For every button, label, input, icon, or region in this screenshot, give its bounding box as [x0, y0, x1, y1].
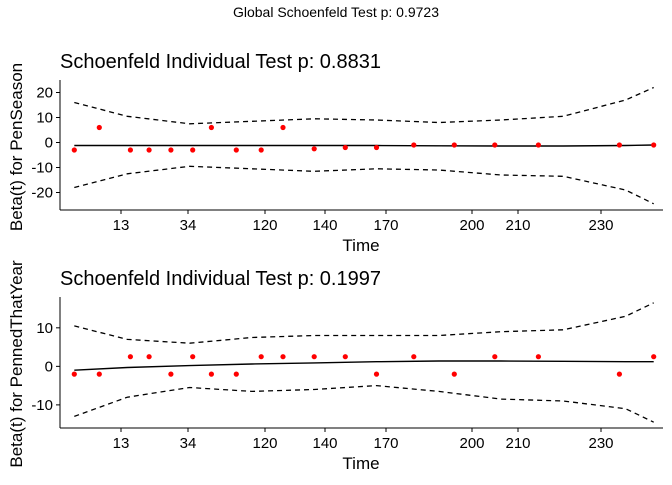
fit-line — [74, 360, 654, 371]
residual-point — [311, 354, 317, 360]
residual-point — [492, 354, 498, 360]
residual-point — [168, 147, 174, 153]
y-ticks: 20 10 0 -10 -20 — [31, 85, 60, 202]
residual-point — [451, 371, 457, 377]
x-ticks: 13 34 120 140 170 200 210 230 — [113, 428, 614, 452]
x-tick-label: 230 — [588, 217, 613, 234]
residual-point — [280, 354, 286, 360]
y-tick-label: -10 — [31, 160, 53, 177]
x-tick-label: 170 — [373, 435, 398, 452]
residual-point — [616, 371, 623, 377]
residual-point — [651, 142, 657, 148]
panel-title: Schoenfeld Individual Test p: 0.8831 — [60, 51, 381, 73]
global-title: Global Schoenfeld Test p: 0.9723 — [233, 4, 439, 20]
x-axis-title: Time — [342, 236, 379, 255]
band-lower-line — [74, 384, 654, 423]
confidence-bands — [74, 302, 654, 423]
residual-point — [71, 147, 77, 153]
x-tick-label: 13 — [113, 217, 130, 234]
residual-point — [373, 144, 380, 151]
x-tick-label: 210 — [505, 217, 530, 234]
fit-line-group — [74, 144, 654, 147]
band-upper-line — [74, 86, 654, 125]
residual-point — [258, 147, 264, 153]
residual-point — [127, 147, 133, 153]
y-axis-title: Beta(t) for PenSeason — [7, 63, 26, 231]
panel-pennedthatyear: Schoenfeld Individual Test p: 0.1997 Bet… — [7, 260, 663, 473]
residual-point — [373, 371, 380, 377]
x-tick-label: 13 — [113, 435, 130, 452]
fit-line-group — [74, 360, 654, 371]
residual-point — [342, 144, 348, 151]
residual-point — [535, 354, 542, 360]
residual-point — [208, 124, 214, 131]
y-ticks: 10 0 -10 — [31, 320, 60, 414]
x-tick-label: 120 — [252, 217, 277, 234]
residual-point — [96, 371, 102, 377]
residual-points — [71, 354, 657, 377]
residual-point — [190, 354, 196, 360]
fit-line — [74, 144, 654, 147]
x-tick-label: 170 — [373, 217, 398, 234]
band-lower-line — [74, 165, 654, 205]
y-tick-label: 20 — [36, 85, 53, 102]
y-tick-label: 10 — [36, 320, 53, 337]
y-tick-label: 10 — [36, 110, 53, 127]
y-tick-label: -20 — [31, 185, 53, 202]
residual-point — [280, 124, 286, 131]
x-axis-title: Time — [342, 454, 379, 473]
residual-point — [258, 354, 264, 360]
residual-point — [233, 147, 239, 153]
residual-point — [492, 142, 498, 148]
panel-title: Schoenfeld Individual Test p: 0.1997 — [60, 268, 381, 290]
x-tick-label: 140 — [312, 217, 337, 234]
confidence-bands — [74, 86, 654, 205]
residual-point — [127, 354, 133, 360]
y-tick-label: -10 — [31, 397, 53, 414]
y-tick-label: 0 — [45, 135, 53, 152]
residual-point — [208, 371, 214, 377]
residual-point — [411, 142, 417, 148]
band-upper-line — [74, 302, 654, 344]
residual-point — [342, 354, 348, 360]
x-tick-label: 210 — [505, 435, 530, 452]
x-tick-label: 120 — [252, 435, 277, 452]
y-tick-label: 0 — [45, 358, 53, 375]
residual-point — [451, 142, 457, 148]
x-tick-label: 200 — [459, 217, 484, 234]
x-tick-label: 34 — [180, 435, 197, 452]
x-ticks: 13 34 120 140 170 200 210 230 — [113, 210, 614, 234]
residual-point — [233, 371, 239, 377]
residual-point — [411, 354, 417, 360]
residual-point — [535, 142, 542, 148]
residual-point — [311, 146, 317, 152]
residual-point — [71, 371, 77, 377]
residual-point — [190, 147, 196, 153]
x-tick-label: 230 — [588, 435, 613, 452]
x-tick-label: 34 — [180, 217, 197, 234]
residual-point — [146, 147, 152, 153]
residual-point — [146, 354, 152, 360]
x-tick-label: 140 — [312, 435, 337, 452]
residual-points — [71, 124, 657, 153]
panel-penseason: Schoenfeld Individual Test p: 0.8831 Bet… — [7, 51, 663, 255]
y-axis-title: Beta(t) for PennedThatYear — [7, 260, 26, 468]
residual-point — [651, 354, 657, 360]
residual-point — [616, 142, 623, 148]
x-tick-label: 200 — [459, 435, 484, 452]
residual-point — [96, 124, 102, 131]
residual-point — [168, 371, 174, 377]
